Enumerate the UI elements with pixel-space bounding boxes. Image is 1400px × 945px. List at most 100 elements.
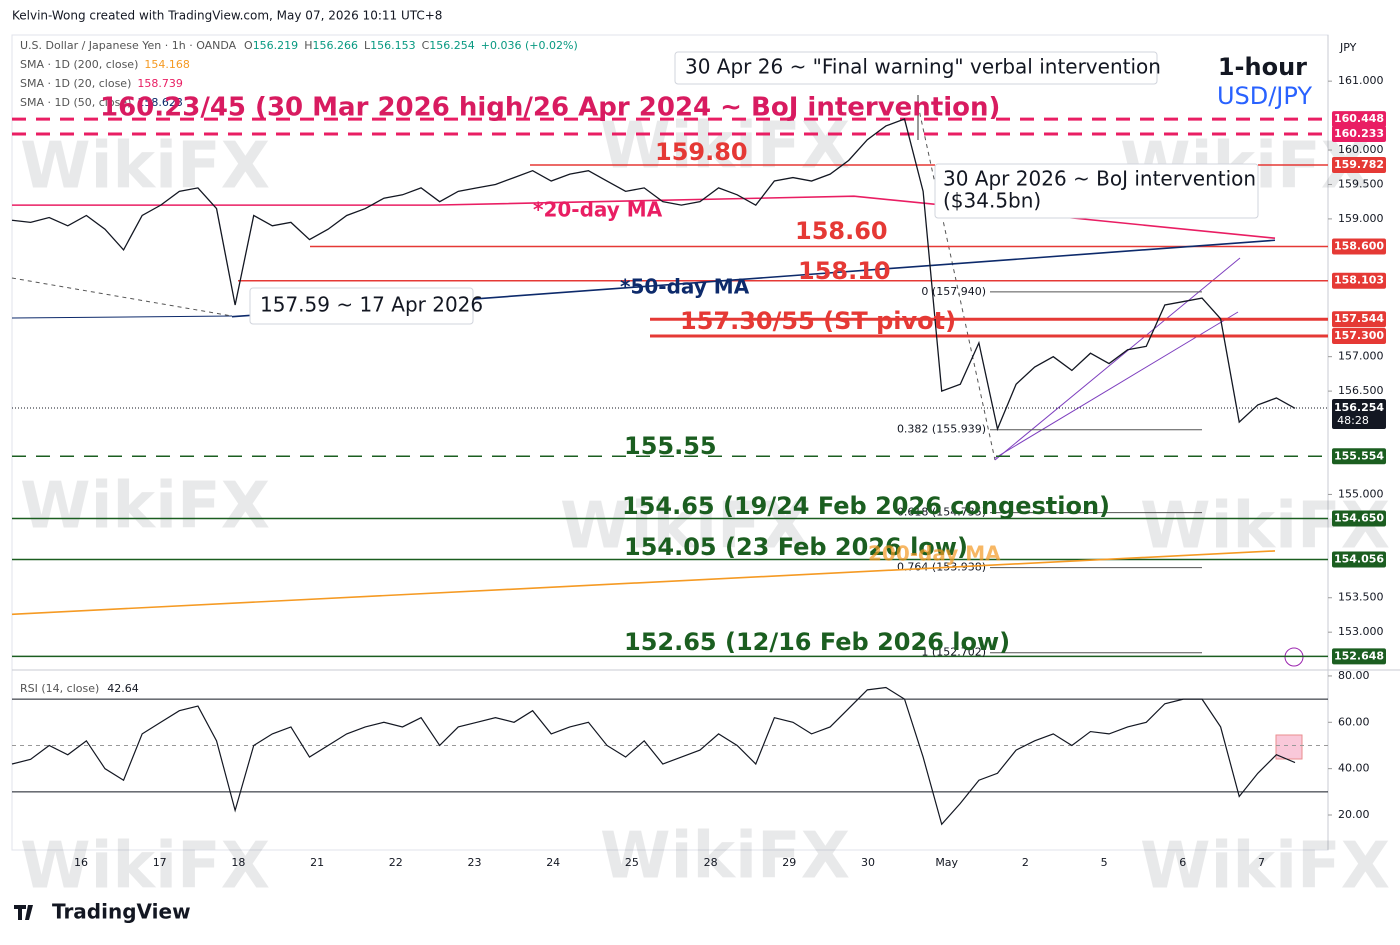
c-label: C [422, 39, 430, 52]
y-tick-label: 156.500 [1338, 384, 1384, 397]
x-tick-label: 16 [74, 856, 88, 869]
fib-label: 0 (157.940) [921, 285, 986, 298]
ohlc-legend: U.S. Dollar / Japanese Yen · 1h · OANDA O… [20, 39, 578, 52]
indicator-name: SMA · 1D (50, close) [20, 96, 131, 109]
x-tick-label: 17 [153, 856, 167, 869]
y-tick-label: 155.000 [1338, 487, 1384, 500]
level-label-bg [1332, 125, 1386, 142]
ma-label: *20-day MA [533, 198, 663, 222]
callout-box [674, 51, 1158, 85]
last-price-label: 156.254 [1334, 401, 1384, 414]
brand-logo [14, 905, 33, 920]
rsi-title: RSI (14, close) 42.64 [20, 682, 139, 695]
h-value: 156.266 [312, 39, 358, 52]
annotation: 152.65 (12/16 Feb 2026 low) [624, 628, 1010, 656]
y-tick-label: 80.00 [1338, 669, 1370, 682]
indicator-legend: SMA · 1D (20, close) 158.739 [20, 77, 183, 90]
level-label: 157.300 [1334, 329, 1384, 342]
credit: Kelvin-Wong created with TradingView.com… [12, 9, 442, 23]
moving-average [11, 550, 1276, 616]
change: +0.036 (+0.02%) [481, 39, 578, 52]
l-label: L [364, 39, 371, 52]
x-tick-label: 22 [389, 856, 403, 869]
x-tick-label: 18 [231, 856, 245, 869]
annotation: 154.05 (23 Feb 2026 low) [624, 533, 968, 561]
level-label-bg [1332, 328, 1386, 345]
annotation: ($34.5bn) [943, 189, 1041, 213]
annotation: 30 Apr 26 ~ "Final warning" verbal inter… [685, 55, 1161, 79]
indicator-name: SMA · 1D (20, close) [20, 77, 131, 90]
x-tick-label: 30 [861, 856, 875, 869]
level-label: 157.544 [1334, 312, 1384, 325]
watermark: WikiFX [600, 110, 850, 184]
level-label-bg [1332, 157, 1386, 174]
last-price-bg [1332, 399, 1386, 430]
level-label: 159.782 [1334, 158, 1384, 171]
rsi-highlight [1275, 734, 1303, 760]
o-label: O [244, 39, 253, 52]
indicator-value: 154.168 [144, 58, 190, 71]
annotation: 157.59 ~ 17 Apr 2026 [260, 293, 483, 317]
annotation: 158.10 [798, 257, 891, 285]
x-tick-label: 2 [1022, 856, 1029, 869]
level-label-bg [1332, 648, 1386, 665]
annotation: 159.80 [655, 138, 748, 166]
level-label: 160.448 [1334, 112, 1384, 125]
ma-label: 200-day MA [868, 542, 1001, 566]
x-tick-label: 5 [1101, 856, 1108, 869]
y-tick-label: 159.000 [1338, 212, 1384, 225]
x-tick-label: 29 [782, 856, 796, 869]
indicator-value: 158.623 [137, 96, 183, 109]
level-label-bg [1332, 551, 1386, 568]
y-tick-label: 161.000 [1338, 74, 1384, 87]
y-tick-label: 60.00 [1338, 715, 1370, 728]
watermark: WikiFX [600, 820, 850, 894]
l-value: 156.153 [370, 39, 416, 52]
brand-name: TradingView [52, 900, 191, 924]
x-tick-label: 7 [1258, 856, 1265, 869]
x-tick-label: 24 [546, 856, 560, 869]
level-label-bg [1332, 448, 1386, 465]
level-label-bg [1332, 311, 1386, 328]
callout-box [249, 287, 474, 325]
o-value: 156.219 [253, 39, 299, 52]
level-label-bg [1332, 510, 1386, 527]
annotation: 155.55 [624, 432, 717, 460]
rsi-name: RSI (14, close) [20, 682, 99, 695]
level-label: 158.600 [1334, 239, 1384, 252]
x-tick-label: 21 [310, 856, 324, 869]
indicator-legend: SMA · 1D (50, close) 158.623 [20, 96, 183, 109]
chart-title: 1-hour [1218, 53, 1307, 81]
annotation: 158.60 [795, 217, 888, 245]
level-label: 152.648 [1334, 649, 1384, 662]
fib-label: 0.382 (155.939) [897, 423, 986, 436]
annotation: 154.65 (19/24 Feb 2026 congestion) [622, 492, 1110, 520]
chart-subtitle: USD/JPY [1217, 82, 1312, 110]
symbol: U.S. Dollar / Japanese Yen · 1h · OANDA [20, 39, 237, 52]
watermark: WikiFX [20, 470, 270, 544]
x-tick-label: 28 [704, 856, 718, 869]
brand: TradingView [14, 900, 191, 924]
level-label-bg [1332, 272, 1386, 289]
countdown: 48:28 [1337, 414, 1369, 427]
y-tick-label: 153.000 [1338, 625, 1384, 638]
y-tick-label: 157.000 [1338, 350, 1384, 363]
rsi-line [11, 686, 1296, 826]
callout-box [934, 163, 1259, 219]
annotation: 157.30/55 (ST pivot) [680, 307, 956, 335]
price-line [11, 118, 1296, 432]
fib-label: 1 (152.702) [921, 646, 986, 659]
level-label: 155.554 [1334, 449, 1384, 462]
fib-label: 0.618 (154.735) [897, 506, 986, 519]
x-tick-label: 23 [468, 856, 482, 869]
level-label: 154.650 [1334, 512, 1384, 525]
watermark: WikiFX [560, 490, 810, 564]
annotation: 30 Apr 2026 ~ BoJ intervention [943, 167, 1256, 191]
support-line [11, 315, 233, 319]
indicator-value: 158.739 [137, 77, 183, 90]
y-tick-label: 20.00 [1338, 808, 1370, 821]
x-tick-label: May [935, 856, 958, 869]
x-tick-label: 6 [1179, 856, 1186, 869]
